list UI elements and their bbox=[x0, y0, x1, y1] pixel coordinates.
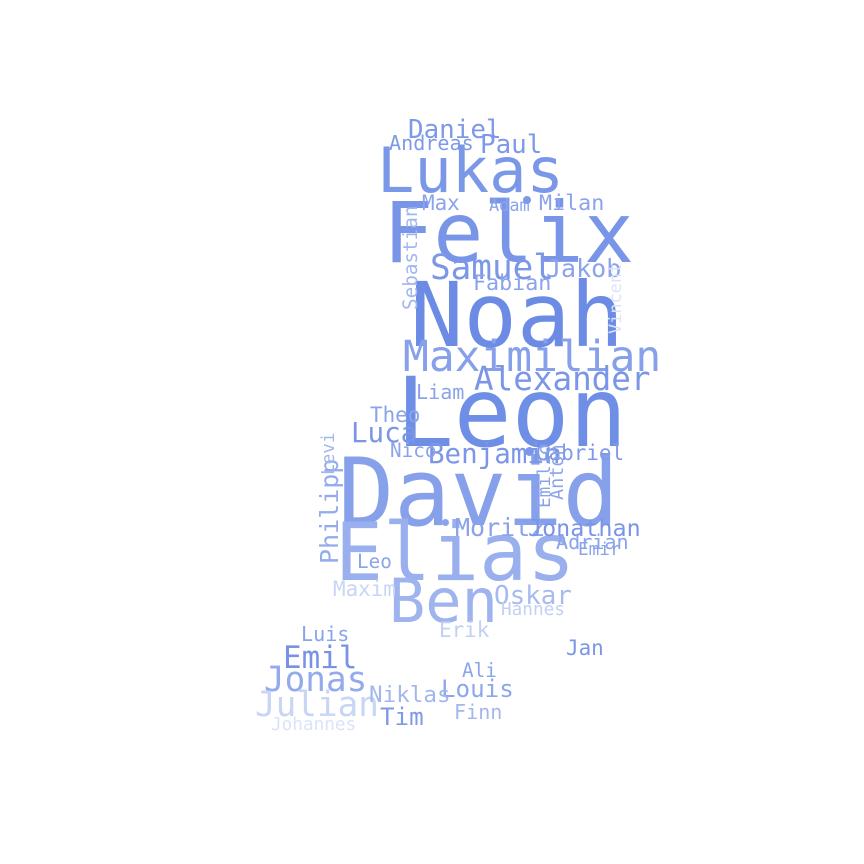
word-emir: Emir bbox=[578, 540, 621, 560]
word-theo: Theo bbox=[370, 403, 421, 427]
word-adrian: Adrian bbox=[556, 530, 629, 554]
word-daniel: Daniel bbox=[408, 115, 502, 145]
word-ali: Ali bbox=[462, 659, 497, 682]
word-alexander: Alexander bbox=[474, 360, 651, 398]
word-julian: Julian bbox=[255, 685, 379, 725]
word-liam: Liam bbox=[416, 380, 465, 404]
word-oskar: Oskar bbox=[494, 581, 572, 611]
word-levi: Levi bbox=[319, 432, 339, 475]
word-maximilian: Maximilian bbox=[403, 332, 662, 382]
word-jan: Jan bbox=[566, 636, 604, 660]
word-luca: Luca bbox=[351, 417, 418, 449]
word-tim: Tim bbox=[380, 703, 424, 731]
word-emil: Emil bbox=[283, 640, 358, 676]
word-finn: Finn bbox=[454, 700, 503, 724]
word-louis: Louis bbox=[441, 675, 514, 703]
word-samuel: Samuel bbox=[430, 248, 554, 288]
word-gabriel: Gabriel bbox=[536, 441, 625, 465]
word-johannes: Johannes bbox=[271, 715, 357, 735]
word-leon: Leon bbox=[396, 357, 628, 469]
decorative-dot bbox=[525, 447, 534, 456]
decorative-dot bbox=[523, 196, 531, 204]
word-benjamin: Benjamin bbox=[428, 438, 561, 470]
word-ben: Ben bbox=[389, 567, 498, 637]
word-noah: Noah bbox=[410, 264, 624, 367]
word-maxim: Maxim bbox=[333, 577, 396, 601]
word-paul: Paul bbox=[480, 130, 543, 160]
word-moritz: Moritz bbox=[455, 513, 546, 542]
word-sebastian: Sebastian bbox=[399, 205, 422, 310]
word-fabian: Fabian bbox=[473, 271, 552, 296]
decorative-dot bbox=[442, 519, 449, 526]
word-andreas: Andreas bbox=[389, 131, 474, 155]
word-elias: Elias bbox=[335, 506, 576, 599]
word-nico: Nico bbox=[390, 439, 437, 462]
word-emilio: Emilio bbox=[535, 444, 555, 508]
word-niklas: Niklas bbox=[369, 682, 451, 708]
word-milan: Milan bbox=[539, 191, 605, 216]
word-jonathan: Jonathan bbox=[528, 514, 641, 542]
word-jakob: Jakob bbox=[546, 254, 622, 283]
word-lukas: Lukas bbox=[377, 134, 564, 207]
word-max: Max bbox=[422, 191, 460, 215]
word-leo: Leo bbox=[357, 550, 392, 573]
word-hannes: Hannes bbox=[501, 600, 565, 620]
word-erik: Erik bbox=[439, 618, 490, 642]
word-jonas: Jonas bbox=[264, 660, 368, 700]
word-luis: Luis bbox=[301, 622, 350, 646]
word-david: David bbox=[338, 439, 619, 548]
word-vincent: Vincent bbox=[605, 262, 625, 334]
word-adam: Adam bbox=[489, 195, 530, 215]
word-felix: Felix bbox=[383, 185, 635, 282]
